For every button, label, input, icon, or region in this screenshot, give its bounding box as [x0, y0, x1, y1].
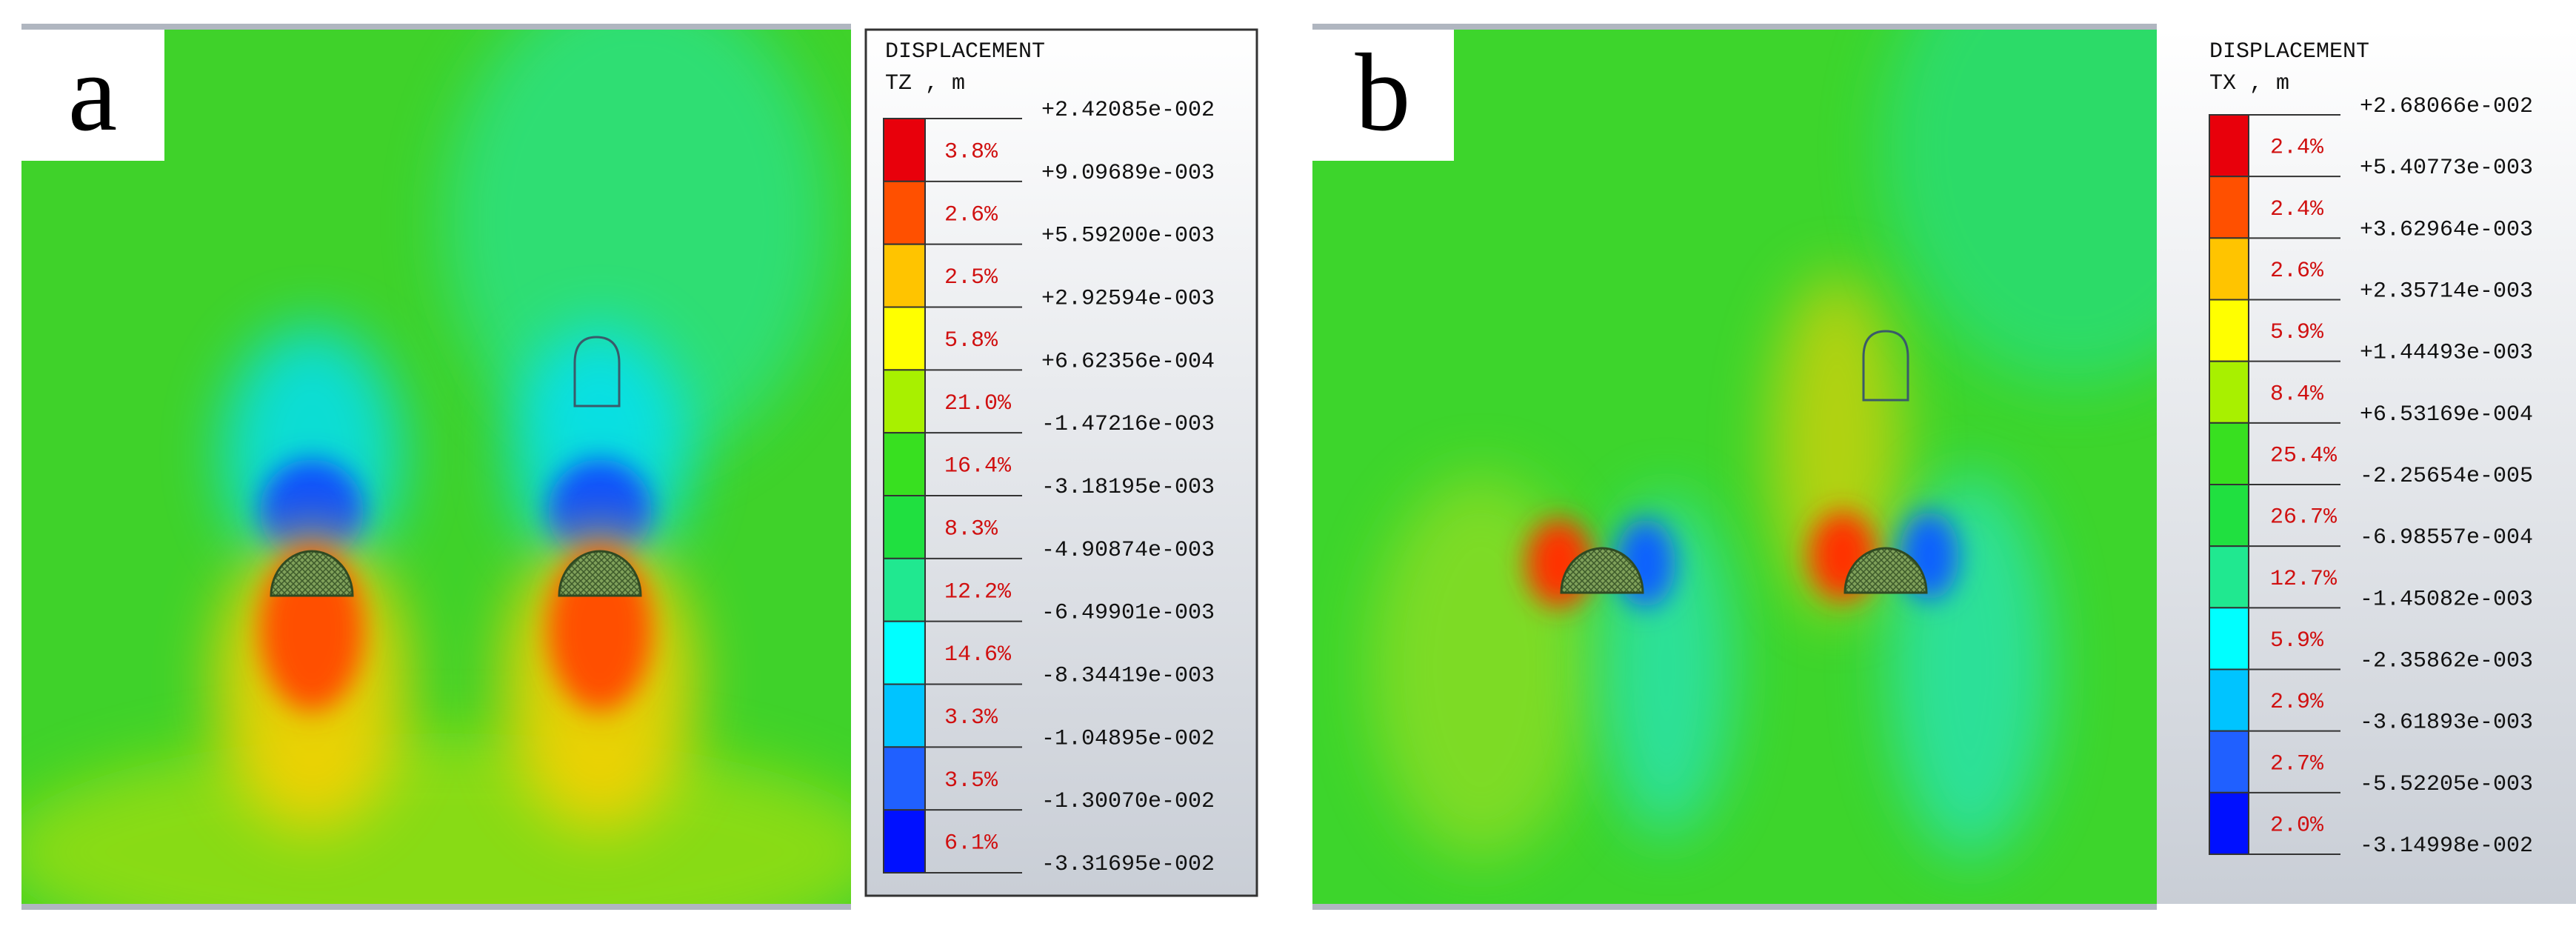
- legend-band: [883, 180, 926, 245]
- legend-percent: 26.7%: [2270, 505, 2338, 530]
- legend-level: +5.40773e-003: [2360, 156, 2533, 181]
- legend-level: +2.35714e-003: [2360, 279, 2533, 305]
- legend-percent: 12.7%: [2270, 567, 2338, 592]
- legend-band: [2209, 422, 2249, 485]
- legend-level: -2.35862e-003: [2360, 649, 2533, 674]
- legend-level: -1.30070e-002: [1041, 789, 1215, 814]
- legend-band: [2209, 299, 2249, 362]
- legend-level: -6.98557e-004: [2360, 525, 2533, 550]
- legend-band: [883, 683, 926, 748]
- legend-band: [883, 620, 926, 685]
- legend-band: [2209, 237, 2249, 301]
- legend-level: +1.44493e-003: [2360, 341, 2533, 366]
- legend-level: +6.62356e-004: [1041, 349, 1215, 374]
- legend-band: [2209, 114, 2249, 178]
- legend-level: -1.47216e-003: [1041, 412, 1215, 437]
- legend-band: [883, 369, 926, 434]
- legend-title: DISPLACEMENT: [885, 39, 1045, 64]
- contour-field-b: [1312, 30, 2157, 904]
- legend-band: [883, 243, 926, 308]
- legend-percent: 2.5%: [944, 265, 998, 290]
- legend-level: -4.90874e-003: [1041, 538, 1215, 563]
- legend-band: [2209, 668, 2249, 732]
- legend-level: -5.52205e-003: [2360, 772, 2533, 797]
- legend-band: [883, 432, 926, 497]
- legend-percent: 2.0%: [2270, 813, 2324, 838]
- legend-percent: 3.8%: [944, 139, 998, 164]
- legend-band: [883, 118, 926, 182]
- legend-percent: 8.3%: [944, 516, 998, 542]
- legend-title: DISPLACEMENT: [2209, 39, 2369, 64]
- legend-percent: 5.8%: [944, 328, 998, 353]
- legend-percent: 12.2%: [944, 579, 1012, 605]
- legend-percent: 2.4%: [2270, 197, 2324, 222]
- legend-band: [2209, 176, 2249, 239]
- legend-level: -1.04895e-002: [1041, 726, 1215, 751]
- legend-level: +5.59200e-003: [1041, 224, 1215, 249]
- legend-percent: 3.3%: [944, 705, 998, 731]
- legend-level: -6.49901e-003: [1041, 601, 1215, 626]
- legend-percent: 5.9%: [2270, 320, 2324, 345]
- legend-level: -8.34419e-003: [1041, 664, 1215, 689]
- legend-percent: 21.0%: [944, 391, 1012, 416]
- legend-percent: 8.4%: [2270, 382, 2324, 407]
- legend-level: +6.53169e-004: [2360, 402, 2533, 427]
- panel-label: b: [1355, 31, 1411, 154]
- legend-percent: 2.6%: [2270, 259, 2324, 284]
- legend-level: +2.68066e-002: [2360, 94, 2533, 119]
- legend-level: -3.14998e-002: [2360, 833, 2533, 859]
- legend-band: [2209, 484, 2249, 548]
- legend-level: -1.45082e-003: [2360, 587, 2533, 612]
- legend-level: +2.92594e-003: [1041, 287, 1215, 312]
- legend-band: [2209, 791, 2249, 856]
- legend-box: [864, 28, 1258, 897]
- legend-band: [2209, 607, 2249, 671]
- legend-level: -3.31695e-002: [1041, 852, 1215, 877]
- legend-level: -3.18195e-003: [1041, 475, 1215, 500]
- legend-band: [2209, 545, 2249, 609]
- legend-band: [883, 495, 926, 559]
- legend-unit: TZ , m: [885, 71, 965, 96]
- legend-band: [2209, 360, 2249, 424]
- panel-label-box: [1312, 30, 1454, 161]
- panel-label: a: [68, 31, 118, 154]
- legend-percent: 2.7%: [2270, 751, 2324, 776]
- legend-percent: 25.4%: [2270, 443, 2338, 468]
- legend-percent: 6.1%: [944, 831, 998, 856]
- legend-unit: TX , m: [2209, 71, 2289, 96]
- legend-level: +2.42085e-002: [1041, 98, 1215, 123]
- legend-percent: 2.4%: [2270, 136, 2324, 161]
- legend-band: [883, 746, 926, 811]
- legend-percent: 2.9%: [2270, 690, 2324, 715]
- legend-level: -2.25654e-005: [2360, 464, 2533, 489]
- legend-level: +3.62964e-003: [2360, 217, 2533, 242]
- legend-percent: 16.4%: [944, 454, 1012, 479]
- legend-percent: 14.6%: [944, 642, 1012, 668]
- legend-percent: 3.5%: [944, 768, 998, 793]
- legend-band: [883, 809, 926, 874]
- legend-level: +9.09689e-003: [1041, 161, 1215, 186]
- legend-band: [883, 557, 926, 622]
- legend-band: [2209, 730, 2249, 793]
- legend-level: -3.61893e-003: [2360, 711, 2533, 736]
- legend-percent: 2.6%: [944, 202, 998, 227]
- contour-field-a: [21, 30, 851, 904]
- panel-label-box: [21, 30, 164, 161]
- legend-percent: 5.9%: [2270, 628, 2324, 653]
- legend-band: [883, 306, 926, 371]
